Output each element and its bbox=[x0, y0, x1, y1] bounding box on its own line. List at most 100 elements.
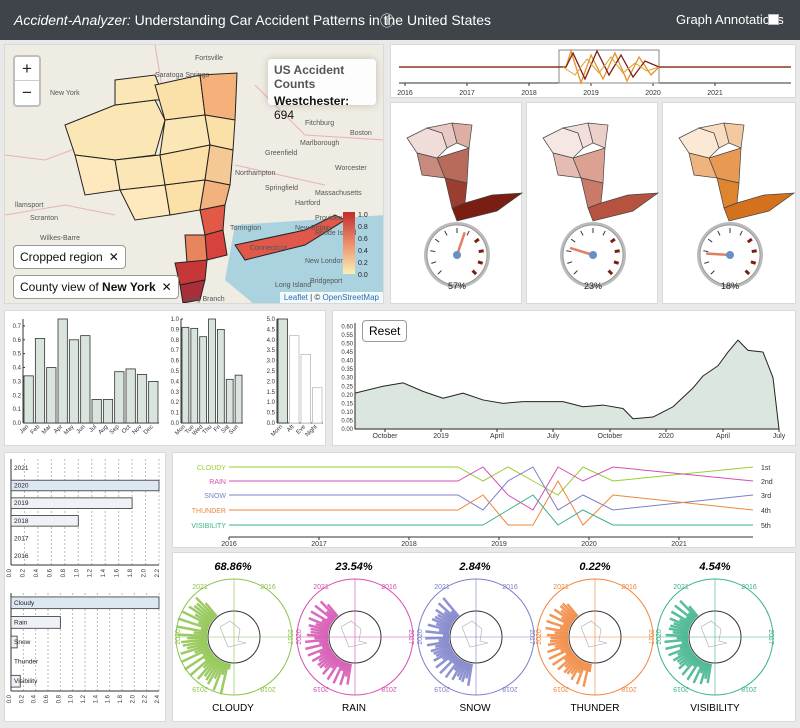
legend-tick: 0.0 bbox=[358, 272, 368, 279]
place-label: Worcester bbox=[335, 165, 367, 172]
area-xtick: 2019 bbox=[433, 433, 449, 440]
month-xtick: Feb bbox=[30, 424, 42, 436]
county-15 bbox=[205, 230, 227, 260]
radial-bar bbox=[550, 640, 568, 642]
app-header: Accident-Analyzer: Understanding Car Acc… bbox=[0, 0, 800, 40]
month-ytick: 0.6 bbox=[13, 338, 22, 344]
radial-year: 2021 bbox=[313, 584, 329, 591]
daypart-ytick: 0.5 bbox=[267, 411, 276, 417]
radial-bar bbox=[229, 664, 230, 670]
close-icon[interactable]: ✕ bbox=[162, 280, 172, 294]
place-label: Fortsville bbox=[195, 55, 223, 62]
radial-year: 2021 bbox=[553, 584, 569, 591]
weekday-ytick: 1.0 bbox=[171, 317, 180, 323]
zoom-control[interactable]: + − bbox=[13, 55, 41, 107]
area-ytick: 0.35 bbox=[341, 367, 353, 373]
cropped-region-chip[interactable]: Cropped region✕ bbox=[13, 245, 126, 269]
page-title: Accident-Analyzer: Understanding Car Acc… bbox=[14, 12, 491, 28]
month-bar bbox=[58, 319, 67, 423]
timeline-tick-label: 2016 bbox=[397, 90, 413, 97]
weather-xtick: 1.6 bbox=[106, 694, 112, 703]
area-xtick: April bbox=[716, 433, 730, 440]
leaflet-link[interactable]: Leaflet bbox=[284, 293, 308, 302]
place-label: Wilkes-Barre bbox=[40, 235, 80, 242]
weather-xtick: 0.6 bbox=[44, 694, 50, 703]
radial-year: 2016 bbox=[621, 584, 637, 591]
rank-tick-label: 2019 bbox=[491, 541, 507, 548]
area-ytick: 0.20 bbox=[341, 393, 353, 399]
weekday-ytick: 0.3 bbox=[171, 390, 180, 396]
graph-annotations-checkbox[interactable] bbox=[768, 14, 779, 25]
place-label: Northampton bbox=[235, 170, 276, 177]
daypart-xtick: Night bbox=[305, 424, 319, 438]
weekday-ytick: 0.9 bbox=[171, 327, 180, 333]
reset-button[interactable]: Reset bbox=[362, 320, 407, 342]
place-label: New York bbox=[50, 90, 80, 97]
county-view-chip[interactable]: County view of New York✕ bbox=[13, 275, 179, 299]
year-xtick: 1.6 bbox=[115, 568, 121, 577]
osm-link[interactable]: OpenStreetMap bbox=[323, 293, 379, 302]
rank-chart[interactable]: CLOUDYRAINSNOWTHUNDERVISIBILITY1st2nd3rd… bbox=[173, 453, 797, 549]
weekday-bar bbox=[200, 337, 207, 423]
year-xtick: 0.6 bbox=[47, 568, 53, 577]
year-xtick: 1.2 bbox=[88, 568, 94, 577]
place-label: Marlborough bbox=[300, 140, 339, 147]
month-ytick: 0.2 bbox=[13, 393, 22, 399]
daypart-ytick: 4.0 bbox=[267, 338, 276, 344]
radial-year: 2020 bbox=[656, 629, 663, 645]
zoom-out-button[interactable]: − bbox=[15, 81, 39, 105]
year-ylabel: 2019 bbox=[14, 500, 29, 507]
area-ytick: 0.25 bbox=[341, 384, 353, 390]
radial-bar bbox=[547, 635, 568, 636]
weather-xtick: 0.4 bbox=[32, 694, 38, 703]
area-xtick: October bbox=[598, 433, 624, 440]
radial-year: 2020 bbox=[296, 629, 303, 645]
zoom-in-button[interactable]: + bbox=[15, 57, 39, 81]
weekday-xtick: Sun bbox=[228, 424, 240, 436]
place-label: Long Branch bbox=[185, 296, 225, 303]
year-xtick: 0.2 bbox=[20, 568, 26, 577]
weekday-ytick: 0.7 bbox=[171, 348, 180, 354]
radial-year: 2021 bbox=[434, 584, 450, 591]
legend-tick: 0.4 bbox=[358, 248, 368, 255]
month-xtick: Apr bbox=[53, 424, 64, 435]
year-xtick: 2.2 bbox=[155, 568, 161, 577]
month-bar bbox=[149, 381, 158, 423]
weekday-ytick: 0.8 bbox=[171, 338, 180, 344]
app-name: Accident-Analyzer: bbox=[14, 12, 131, 28]
info-county: Westchester: bbox=[274, 94, 349, 108]
legend-gradient bbox=[343, 212, 355, 274]
area-series bbox=[355, 340, 779, 429]
radial-year: 2017 bbox=[286, 629, 293, 645]
place-label: Torrington bbox=[230, 225, 261, 232]
daypart-ytick: 3.0 bbox=[267, 359, 276, 365]
mini-map bbox=[679, 123, 794, 221]
close-icon[interactable]: ✕ bbox=[109, 250, 119, 264]
place-label: New London bbox=[305, 258, 344, 265]
gauge-hub bbox=[726, 251, 734, 259]
info-icon[interactable]: ⓘ bbox=[380, 11, 394, 31]
daypart-bar bbox=[313, 388, 323, 423]
rank-label: 1st bbox=[761, 465, 770, 472]
month-ytick: 0.4 bbox=[13, 366, 22, 372]
daypart-ytick: 1.0 bbox=[267, 400, 276, 406]
rank-series-label: RAIN bbox=[209, 479, 226, 486]
radial-year: 2019 bbox=[553, 685, 569, 692]
gauge-tick bbox=[615, 251, 620, 252]
year-xtick: 1.0 bbox=[74, 568, 80, 577]
radial-year: 2018 bbox=[381, 685, 397, 692]
month-xtick: Dec bbox=[143, 424, 155, 436]
rank-label: 3rd bbox=[761, 493, 771, 500]
month-bar bbox=[137, 374, 146, 423]
area-xtick: October bbox=[373, 433, 399, 440]
